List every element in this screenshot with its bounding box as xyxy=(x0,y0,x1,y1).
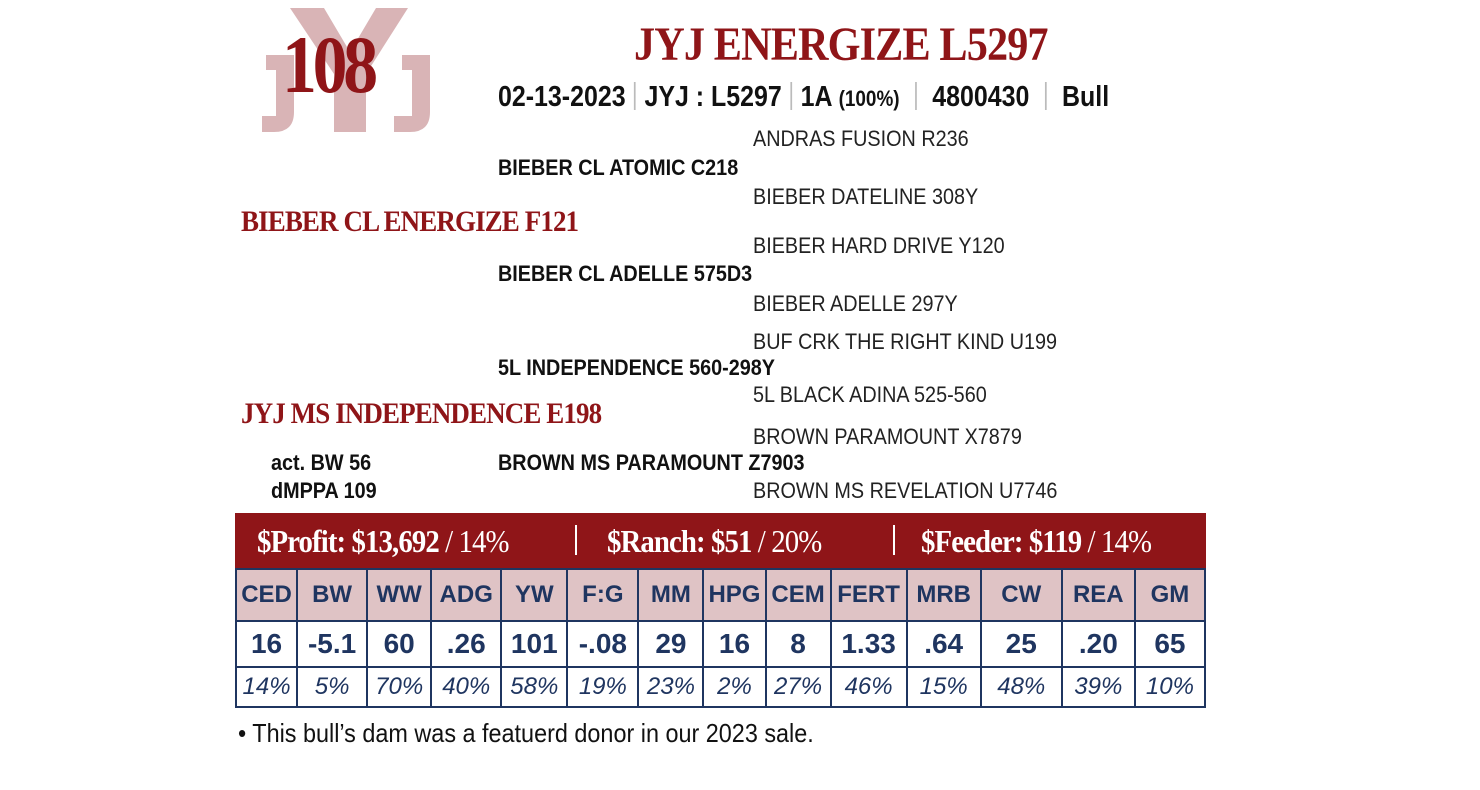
epd-percentile-adg: 40% xyxy=(430,666,503,708)
epd-percentile-ww: 70% xyxy=(366,666,433,708)
pedigree-sds: BIEBER HARD DRIVE Y120 xyxy=(753,233,1005,258)
index-feeder: $Feeder: $119 / 14% xyxy=(921,523,1152,559)
epd-header-bw: BW xyxy=(296,568,369,622)
registration: 4800430 xyxy=(932,81,1030,113)
pedigree-dd: BROWN MS PARAMOUNT Z7903 xyxy=(498,450,805,475)
pedigree-dss: BUF CRK THE RIGHT KIND U199 xyxy=(753,329,1058,354)
logo-letter-j-right xyxy=(394,55,430,132)
epd-value-ww: 60 xyxy=(366,620,433,668)
epd-percentile-fert: 46% xyxy=(829,666,908,708)
epd-value-fert: 1.33 xyxy=(829,620,908,668)
pedigree-sdd: BIEBER ADELLE 297Y xyxy=(753,291,958,316)
epd-header-mm: MM xyxy=(637,568,705,622)
epd-header-adg: ADG xyxy=(430,568,503,622)
sex: Bull xyxy=(1062,81,1110,113)
epd-header-ced: CED xyxy=(234,568,299,622)
epd-value-row: 16 -5.1 60.26 101 -.08 29 16 8 1.33.64 25.20 65 xyxy=(234,620,1207,668)
epd-header-gm: GM xyxy=(1133,568,1207,622)
code-percent: (100%) xyxy=(838,86,900,111)
index-ranch: $Ranch: $51 / 20% xyxy=(607,523,822,559)
code: 1A xyxy=(800,81,832,113)
epd-percentile-cem: 27% xyxy=(764,666,832,708)
pedigree-dam: JYJ MS INDEPENDENCE E198 xyxy=(241,397,602,430)
epd-header-hpg: HPG xyxy=(702,568,767,622)
epd-header-rea: REA xyxy=(1060,568,1136,622)
birth-date: 02-13-2023 xyxy=(498,81,626,113)
epd-header-ww: WW xyxy=(366,568,433,622)
epd-header-fert: FERT xyxy=(829,568,908,622)
epd-percentile-gm: 10% xyxy=(1133,666,1207,708)
epd-value-adg: .26 xyxy=(430,620,503,668)
pedigree-dsd: 5L BLACK ADINA 525-560 xyxy=(753,382,987,407)
pedigree-sss: ANDRAS FUSION R236 xyxy=(753,126,969,151)
epd-percentile-ced: 14% xyxy=(234,666,299,708)
epd-value-gm: 65 xyxy=(1133,620,1207,668)
epd-percentile-hpg: 2% xyxy=(702,666,767,708)
epd-value-cw: 25 xyxy=(979,620,1063,668)
animal-name: JYJ ENERGIZE L5297 xyxy=(634,18,1049,71)
epd-value-mrb: .64 xyxy=(905,620,982,668)
epd-value-ced: 16 xyxy=(234,620,299,668)
pedigree-ds: 5L INDEPENDENCE 560-298Y xyxy=(498,355,775,380)
epd-value-bw: -5.1 xyxy=(296,620,369,668)
logo-letter-j-left xyxy=(262,55,294,132)
epd-header-cw: CW xyxy=(979,568,1063,622)
epd-header-row: CED BW WW ADG YW F:G MM HPG CEM FERT MRB CW REA GM xyxy=(234,568,1207,622)
lot-number: 108 xyxy=(282,19,378,110)
epd-value-yw: 101 xyxy=(500,620,569,668)
epd-percentile-cw: 48% xyxy=(979,666,1063,708)
pedigree-dds: BROWN PARAMOUNT X7879 xyxy=(753,424,1022,449)
epd-percentile-rea: 39% xyxy=(1060,666,1136,708)
epd-percentile-bw: 5% xyxy=(296,666,369,708)
pedigree-sd: BIEBER CL ADELLE 575D3 xyxy=(498,261,753,286)
epd-value-fg: -.08 xyxy=(566,620,640,668)
logo-letter-y xyxy=(290,8,408,132)
index-banner: $Profit: $13,692 / 14% $Ranch: $51 / 20%… xyxy=(235,513,1206,568)
epd-value-mm: 29 xyxy=(637,620,705,668)
epd-percentile-mm: 23% xyxy=(637,666,705,708)
epd-header-mrb: MRB xyxy=(905,568,982,622)
animal-info: 02-13-2023 JYJ : L5297 1A (100%) 4800430 Bul… xyxy=(498,80,1109,116)
epd-header-cem: CEM xyxy=(764,568,832,622)
tattoo: JYJ : L5297 xyxy=(644,81,782,113)
epd-percentile-yw: 58% xyxy=(500,666,569,708)
epd-table: CED BW WW ADG YW F:G MM HPG CEM FERT MRB CW REA GM 16… xyxy=(234,568,1207,708)
actual-bw: act. BW 56 xyxy=(271,450,372,475)
pedigree-ssd: BIEBER DATELINE 308Y xyxy=(753,184,979,209)
epd-header-yw: YW xyxy=(500,568,569,622)
epd-value-rea: .20 xyxy=(1060,620,1136,668)
footnote: • This bull’s dam was a featuerd donor i… xyxy=(238,718,814,748)
pedigree-ss: BIEBER CL ATOMIC C218 xyxy=(498,155,739,180)
epd-percentile-mrb: 15% xyxy=(905,666,982,708)
epd-percentile-fg: 19% xyxy=(566,666,640,708)
epd-percentile-row: 14% 5% 70% 40% 58% 19% 23% 2% 27% 46% 15% 48% 39% 10% xyxy=(234,666,1207,708)
pedigree-ddd: BROWN MS REVELATION U7746 xyxy=(753,478,1058,503)
dmppa: dMPPA 109 xyxy=(271,478,377,503)
pedigree-sire: BIEBER CL ENERGIZE F121 xyxy=(241,205,579,238)
epd-value-hpg: 16 xyxy=(702,620,767,668)
epd-value-cem: 8 xyxy=(764,620,832,668)
epd-header-fg: F:G xyxy=(566,568,640,622)
jyj-logo xyxy=(262,8,430,132)
index-profit: $Profit: $13,692 / 14% xyxy=(257,523,510,559)
